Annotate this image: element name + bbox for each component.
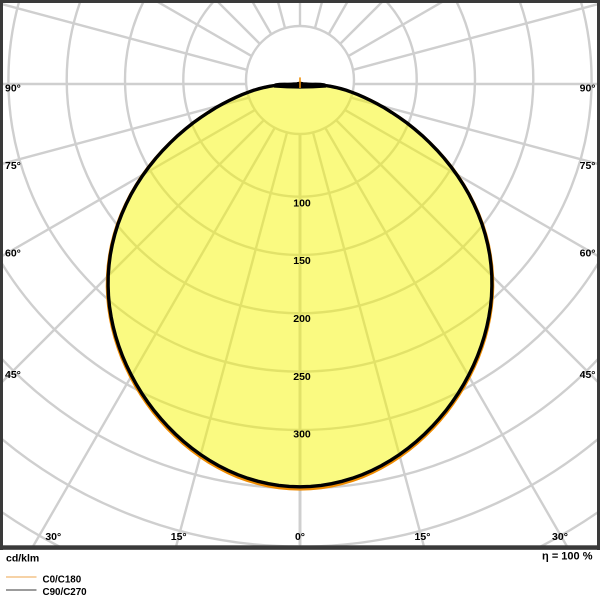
- svg-text:200: 200: [293, 313, 311, 325]
- svg-text:250: 250: [293, 371, 311, 383]
- svg-text:90°: 90°: [5, 82, 21, 94]
- svg-text:C90/C270: C90/C270: [43, 587, 88, 598]
- svg-text:C0/C180: C0/C180: [43, 574, 82, 585]
- svg-text:60°: 60°: [5, 247, 21, 259]
- svg-text:30°: 30°: [45, 531, 61, 543]
- svg-text:15°: 15°: [415, 531, 431, 543]
- svg-text:0°: 0°: [295, 531, 305, 543]
- svg-text:300: 300: [293, 428, 311, 440]
- svg-text:cd/klm: cd/klm: [6, 553, 39, 565]
- svg-text:η = 100 %: η = 100 %: [542, 551, 593, 563]
- svg-text:75°: 75°: [580, 160, 596, 172]
- svg-text:75°: 75°: [5, 160, 21, 172]
- svg-text:15°: 15°: [171, 531, 187, 543]
- svg-text:45°: 45°: [580, 369, 596, 381]
- svg-text:60°: 60°: [580, 247, 596, 259]
- svg-text:30°: 30°: [552, 531, 568, 543]
- svg-text:100: 100: [293, 198, 311, 210]
- svg-text:150: 150: [293, 255, 311, 267]
- svg-text:90°: 90°: [580, 82, 596, 94]
- svg-text:45°: 45°: [5, 369, 21, 381]
